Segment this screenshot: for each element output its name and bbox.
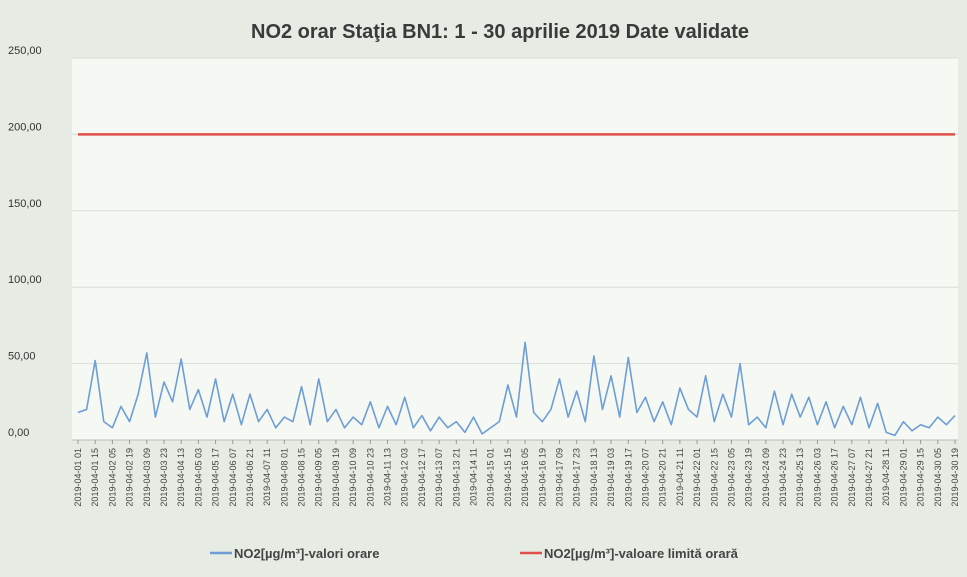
x-tick-label: 2019-04-02 19 — [125, 448, 135, 507]
x-tick-label: 2019-04-27 21 — [864, 448, 874, 507]
chart-title: NO2 orar Staţia BN1: 1 - 30 aprilie 2019… — [251, 21, 749, 43]
x-tick-label: 2019-04-13 21 — [451, 448, 461, 507]
legend-label: NO2[µg/m³]-valoare limită orară — [544, 546, 739, 561]
plot-area — [72, 58, 958, 440]
x-tick-label: 2019-04-21 11 — [675, 448, 685, 506]
x-tick-label: 2019-04-09 19 — [331, 448, 341, 507]
x-tick-label: 2019-04-10 23 — [365, 448, 375, 507]
x-tick-label: 2019-04-22 01 — [692, 448, 702, 507]
x-tick-label: 2019-04-01 15 — [90, 448, 100, 507]
x-tick-label: 2019-04-22 15 — [709, 448, 719, 507]
legend-label: NO2[µg/m³]-valori orare — [234, 546, 379, 561]
x-tick-label: 2019-04-02 05 — [107, 448, 117, 507]
x-tick-label: 2019-04-10 09 — [348, 448, 358, 507]
x-tick-label: 2019-04-04 13 — [176, 448, 186, 507]
x-tick-label: 2019-04-27 07 — [847, 448, 857, 507]
x-tick-label: 2019-04-19 03 — [606, 448, 616, 507]
x-tick-label: 2019-04-24 23 — [778, 448, 788, 507]
y-tick-label: 50,00 — [8, 351, 36, 363]
x-tick-label: 2019-04-06 07 — [228, 448, 238, 507]
y-tick-label: 200,00 — [8, 121, 42, 133]
x-tick-label: 2019-04-20 21 — [658, 448, 668, 507]
x-tick-label: 2019-04-11 13 — [383, 448, 393, 506]
x-tick-label: 2019-04-13 07 — [434, 448, 444, 507]
x-tick-label: 2019-04-15 01 — [486, 448, 496, 507]
series-line — [77, 341, 956, 437]
x-tick-label: 2019-04-17 23 — [572, 448, 582, 507]
x-tick-label: 2019-04-17 09 — [554, 448, 564, 507]
x-tick-label: 2019-04-16 05 — [520, 448, 530, 507]
x-tick-label: 2019-04-03 23 — [159, 448, 169, 507]
x-tick-label: 2019-04-03 09 — [142, 448, 152, 507]
x-tick-label: 2019-04-07 11 — [262, 448, 272, 506]
x-tick-label: 2019-04-12 03 — [400, 448, 410, 507]
x-tick-label: 2019-04-19 17 — [623, 448, 633, 507]
x-tick-label: 2019-04-23 19 — [744, 448, 754, 507]
x-tick-label: 2019-04-26 17 — [830, 448, 840, 507]
x-tick-label: 2019-04-25 13 — [795, 448, 805, 507]
x-tick-label: 2019-04-24 09 — [761, 448, 771, 507]
x-tick-label: 2019-04-18 13 — [589, 448, 599, 507]
x-tick-label: 2019-04-29 15 — [916, 448, 926, 507]
x-tick-label: 2019-04-28 11 — [881, 448, 891, 506]
x-tick-label: 2019-04-30 19 — [950, 448, 960, 507]
x-tick-label: 2019-04-16 19 — [537, 448, 547, 507]
x-tick-label: 2019-04-05 03 — [193, 448, 203, 507]
x-tick-label: 2019-04-26 03 — [812, 448, 822, 507]
x-tick-label: 2019-04-20 07 — [640, 448, 650, 507]
x-tick-label: 2019-04-15 15 — [503, 448, 513, 507]
x-tick-label: 2019-04-01 01 — [73, 448, 83, 507]
x-tick-label: 2019-04-30 05 — [933, 448, 943, 507]
x-tick-label: 2019-04-05 17 — [211, 448, 221, 507]
y-tick-label: 150,00 — [8, 198, 42, 210]
x-tick-label: 2019-04-08 01 — [279, 448, 289, 507]
x-tick-label: 2019-04-09 05 — [314, 448, 324, 507]
y-tick-label: 100,00 — [8, 274, 42, 286]
x-tick-label: 2019-04-12 17 — [417, 448, 427, 507]
x-tick-label: 2019-04-06 21 — [245, 448, 255, 507]
y-tick-label: 250,00 — [8, 45, 42, 57]
y-tick-label: 0,00 — [8, 427, 29, 439]
x-tick-label: 2019-04-23 05 — [726, 448, 736, 507]
x-tick-label: 2019-04-08 15 — [297, 448, 307, 507]
x-tick-label: 2019-04-29 01 — [898, 448, 908, 507]
x-tick-label: 2019-04-14 11 — [469, 448, 479, 506]
